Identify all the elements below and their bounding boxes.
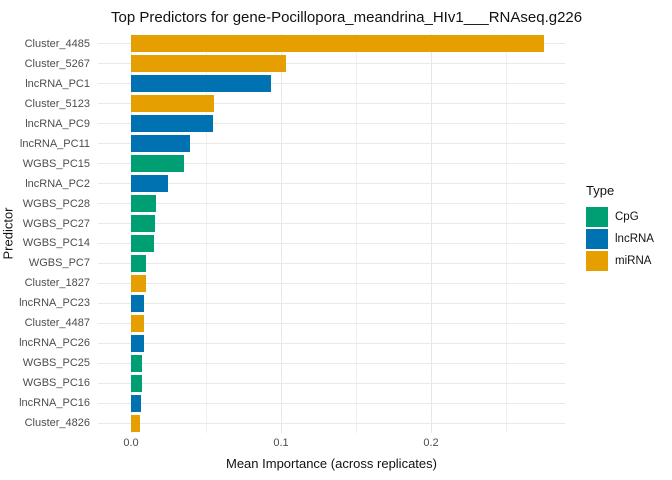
gridline-y [98, 63, 565, 65]
legend-item-CpG: CpG [586, 207, 672, 227]
legend-label: lncRNA [615, 233, 654, 245]
gridline-x-major [281, 34, 282, 433]
legend: Type CpG lncRNA miRNA [586, 183, 672, 273]
y-axis-label: Cluster_4487 [24, 317, 90, 330]
y-axis-label: Cluster_4826 [24, 417, 90, 430]
bar-WGBS_PC16 [131, 374, 142, 392]
bar-lncRNA_PC23 [131, 294, 145, 312]
gridline-y [98, 223, 565, 225]
x-axis-title: Mean Importance (across replicates) [226, 456, 437, 471]
y-axis-labels: Cluster_4485 Cluster_5267 lncRNA_PC1 Cluste… [0, 34, 90, 433]
gridline-x-minor [506, 34, 507, 433]
gridline-y [98, 282, 565, 284]
y-axis-label: lncRNA_PC26 [19, 337, 90, 350]
plot-panel [98, 34, 565, 433]
legend-key-swatch [586, 251, 608, 271]
gridline-y [98, 342, 565, 344]
y-axis-label: lncRNA_PC11 [19, 137, 90, 150]
gridline-y [98, 362, 565, 364]
gridline-x-major [431, 34, 432, 433]
gridline-x-major [131, 34, 132, 433]
chart-title: Top Predictors for gene-Pocillopora_mean… [111, 9, 583, 26]
legend-key-swatch [586, 229, 608, 249]
y-axis-label: WGBS_PC28 [22, 197, 90, 210]
gridline-y [98, 123, 565, 125]
y-axis-label: WGBS_PC27 [22, 217, 90, 230]
bar-Cluster_5267 [131, 55, 286, 73]
x-tick-label: 0.0 [123, 437, 139, 449]
bar-Cluster_5123 [131, 95, 215, 113]
gridline-x-minor [356, 34, 357, 433]
gridline-y [98, 242, 565, 244]
bar-WGBS_PC27 [131, 215, 155, 233]
gridline-y [98, 302, 565, 304]
y-axis-label: lncRNA_PC23 [19, 297, 90, 310]
gridline-y [98, 163, 565, 165]
bar-WGBS_PC14 [131, 234, 154, 252]
bar-WGBS_PC7 [131, 254, 147, 272]
y-axis-label: lncRNA_PC2 [25, 177, 90, 190]
bar-WGBS_PC15 [131, 155, 184, 173]
y-axis-label: lncRNA_PC1 [25, 77, 90, 90]
legend-items: CpG lncRNA miRNA [586, 207, 672, 271]
y-axis-label: Cluster_5123 [24, 97, 90, 110]
bar-lncRNA_PC16 [131, 394, 141, 412]
bar-Cluster_4487 [131, 314, 145, 332]
legend-item-miRNA: miRNA [586, 251, 672, 271]
bar-Cluster_4485 [131, 35, 545, 53]
gridline-y [98, 422, 565, 424]
y-axis-label: WGBS_PC14 [22, 237, 90, 250]
bar-lncRNA_PC2 [131, 175, 168, 193]
gridline-y [98, 183, 565, 185]
legend-key-swatch [586, 207, 608, 227]
y-axis-label: WGBS_PC7 [28, 257, 90, 270]
gridline-y [98, 83, 565, 85]
gridline-y [98, 103, 565, 105]
gridline-y [98, 203, 565, 205]
y-axis-label: Cluster_5267 [24, 57, 90, 70]
bar-WGBS_PC25 [131, 354, 142, 372]
bar-Cluster_4826 [131, 414, 140, 432]
bar-lncRNA_PC1 [131, 75, 272, 93]
bar-lncRNA_PC11 [131, 135, 190, 153]
y-axis-label: WGBS_PC25 [22, 357, 90, 370]
gridline-y [98, 262, 565, 264]
y-axis-label: Cluster_4485 [24, 37, 90, 50]
bar-WGBS_PC28 [131, 195, 157, 213]
bar-Cluster_1827 [131, 274, 146, 292]
gridline-x-minor [206, 34, 207, 433]
bar-lncRNA_PC9 [131, 115, 213, 133]
gridline-y [98, 143, 565, 145]
y-axis-label: lncRNA_PC16 [19, 397, 90, 410]
bar-lncRNA_PC26 [131, 334, 144, 352]
gridline-y [98, 402, 565, 404]
legend-title: Type [586, 183, 615, 198]
legend-item-lncRNA: lncRNA [586, 229, 672, 249]
legend-label: CpG [615, 211, 639, 223]
legend-label: miRNA [615, 255, 652, 267]
x-tick-label: 0.1 [273, 437, 289, 449]
y-axis-label: Cluster_1827 [24, 277, 90, 290]
x-tick-label: 0.2 [423, 437, 439, 449]
y-axis-label: WGBS_PC16 [22, 377, 90, 390]
gridline-y [98, 382, 565, 384]
gridline-y [98, 322, 565, 324]
y-axis-label: lncRNA_PC9 [25, 117, 90, 130]
y-axis-label: WGBS_PC15 [22, 157, 90, 170]
